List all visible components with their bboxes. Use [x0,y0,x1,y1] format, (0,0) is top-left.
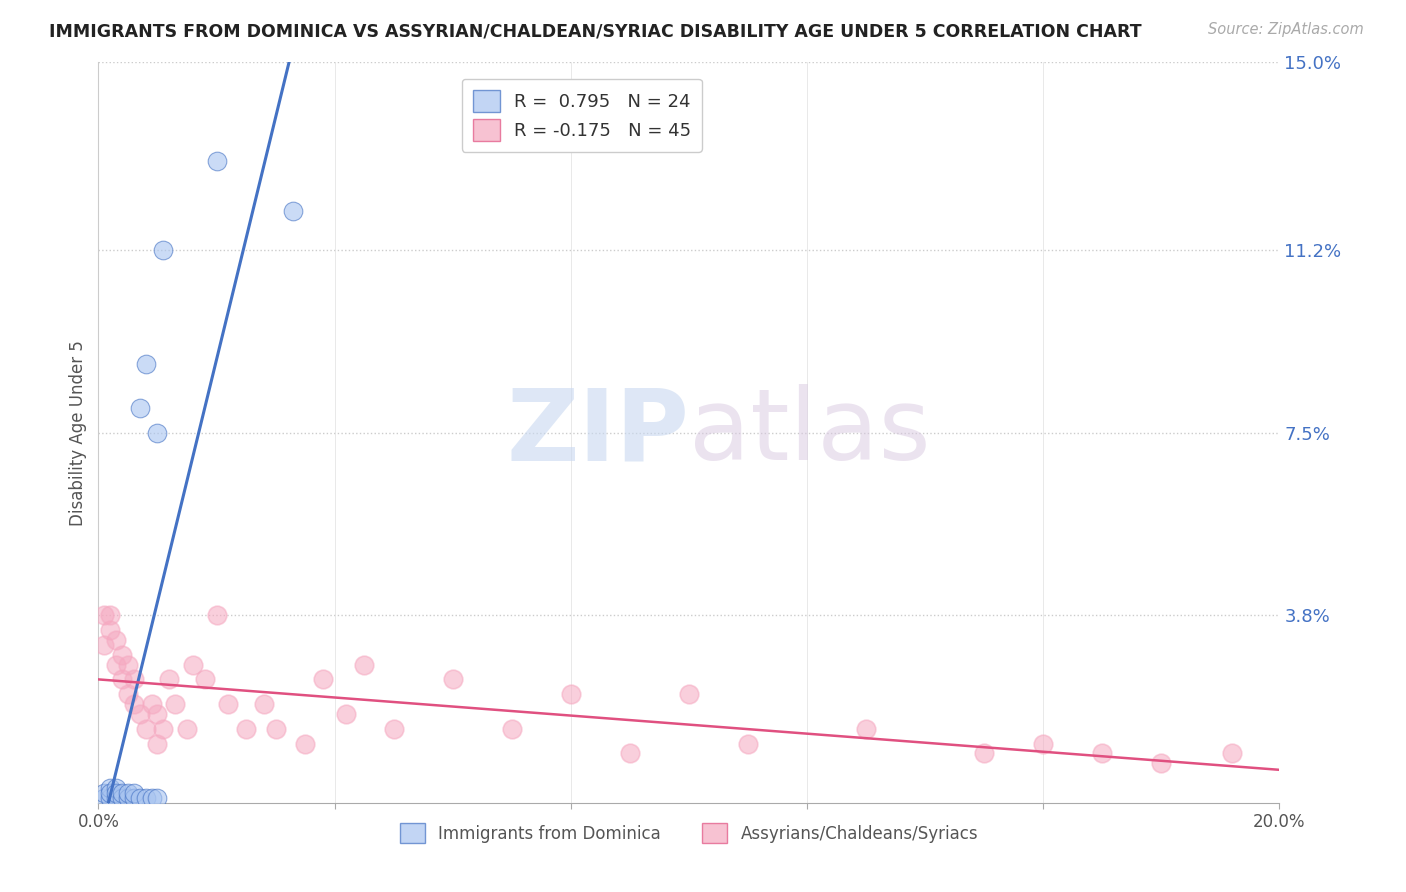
Point [105,790,128,805]
Point [122,790,145,805]
Point [141,790,163,805]
Point [737,737,759,751]
Point [111,673,134,687]
Point [678,687,700,701]
Point [205,608,228,623]
Point [217,697,239,711]
Point [235,722,257,736]
Point [98,623,121,637]
Point [152,243,174,257]
Point [117,657,139,672]
Point [146,737,169,751]
Point [146,425,169,440]
Point [335,706,357,721]
Point [152,722,174,736]
Point [135,722,157,736]
Point [157,673,180,687]
Point [264,722,287,736]
Point [98,786,121,800]
Point [283,203,305,218]
Point [93,790,115,805]
Point [117,786,139,800]
Point [117,790,139,805]
Point [135,790,157,805]
Point [205,154,228,169]
Point [122,786,145,800]
Point [176,722,198,736]
Point [441,673,464,687]
Point [181,657,204,672]
Point [194,673,217,687]
Point [146,706,169,721]
Point [111,648,134,662]
Point [128,790,150,805]
Point [105,657,128,672]
Point [294,737,316,751]
Point [93,608,115,623]
Point [619,747,641,761]
Text: ZIP: ZIP [506,384,689,481]
Text: atlas: atlas [689,384,931,481]
Point [98,608,121,623]
Point [135,357,157,371]
Point [1091,747,1114,761]
Point [98,790,121,805]
Point [253,697,276,711]
Text: Source: ZipAtlas.com: Source: ZipAtlas.com [1208,22,1364,37]
Point [98,780,121,795]
Point [117,687,139,701]
Point [128,706,150,721]
Point [353,657,375,672]
Point [105,786,128,800]
Point [1032,737,1054,751]
Point [122,673,145,687]
Point [105,632,128,647]
Point [165,697,187,711]
Point [111,790,134,805]
Point [1220,747,1243,761]
Text: IMMIGRANTS FROM DOMINICA VS ASSYRIAN/CHALDEAN/SYRIAC DISABILITY AGE UNDER 5 CORR: IMMIGRANTS FROM DOMINICA VS ASSYRIAN/CHA… [49,22,1142,40]
Point [141,697,163,711]
Legend: Immigrants from Dominica, Assyrians/Chaldeans/Syriacs: Immigrants from Dominica, Assyrians/Chal… [392,816,986,850]
Point [1150,756,1173,771]
Point [93,786,115,800]
Point [128,401,150,415]
Point [973,747,995,761]
Y-axis label: Disability Age Under 5: Disability Age Under 5 [69,340,87,525]
Point [382,722,405,736]
Point [105,780,128,795]
Point [111,786,134,800]
Point [93,638,115,652]
Point [312,673,335,687]
Point [855,722,877,736]
Point [122,697,145,711]
Point [560,687,582,701]
Point [501,722,523,736]
Point [146,790,169,805]
